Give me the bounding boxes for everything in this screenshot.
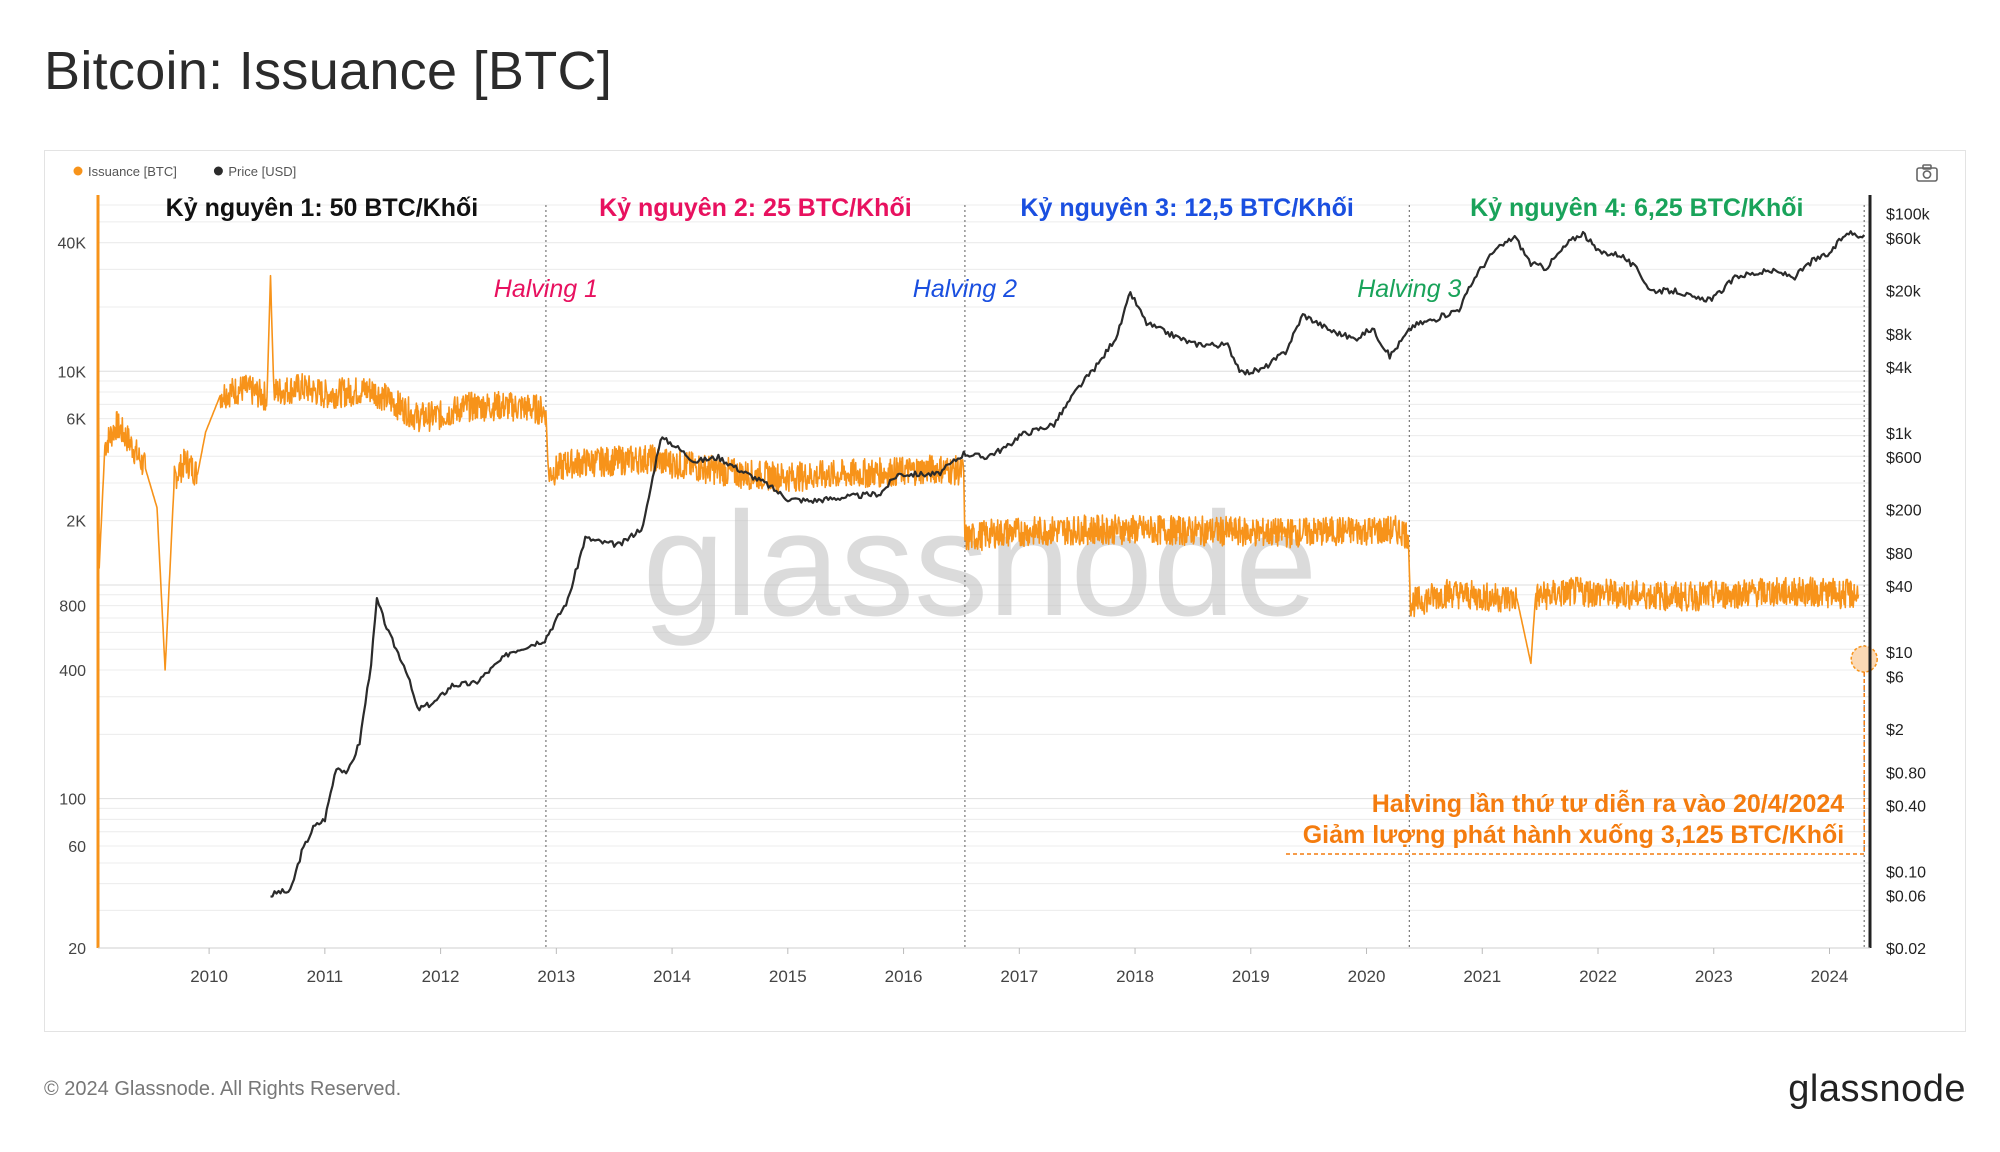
x-tick-label: 2024	[1811, 967, 1849, 986]
annotation-line-2: Giảm lượng phát hành xuống 3,125 BTC/Khố…	[1303, 821, 1844, 849]
price-series-line	[270, 230, 1866, 898]
y-right-tick-label: $0.06	[1886, 889, 1926, 906]
page-title: Bitcoin: Issuance [BTC]	[44, 41, 613, 101]
x-tick-label: 2021	[1463, 967, 1501, 986]
x-tick-label: 2012	[422, 967, 460, 986]
halving-labels: Halving 1 Halving 2 Halving 3	[494, 275, 1462, 303]
y-right-tick-label: $2	[1886, 722, 1904, 739]
series-layer	[97, 204, 1878, 898]
y-left-tick-label: 400	[59, 663, 86, 680]
x-tick-label: 2010	[190, 967, 228, 986]
y-right-tick-label: $8k	[1886, 327, 1913, 344]
era-labels: Kỷ nguyên 1: 50 BTC/Khối Kỷ nguyên 2: 25 …	[166, 194, 1804, 222]
y-right-tick-label: $0.10	[1886, 864, 1926, 881]
y-right-tick-label: $40	[1886, 579, 1913, 596]
y-right-tick-label: $4k	[1886, 360, 1913, 377]
y-right-tick-label: $6	[1886, 669, 1904, 686]
era-label: Kỷ nguyên 4: 6,25 BTC/Khối	[1470, 194, 1803, 222]
halving-4-annotation: Halving lần thứ tư diễn ra vào 20/4/2024…	[1286, 672, 1865, 855]
y-right-tick-label: $100k	[1886, 207, 1931, 224]
legend-marker	[213, 166, 223, 176]
y-left-tick-label: 800	[59, 599, 86, 616]
legend-marker	[73, 166, 83, 176]
annotation-line-1: Halving lần thứ tư diễn ra vào 20/4/2024	[1372, 788, 1845, 818]
x-tick-label: 2011	[307, 967, 344, 986]
x-tick-label: 2022	[1579, 967, 1617, 986]
x-tick-label: 2015	[769, 967, 807, 986]
y-left-tick-label: 2K	[66, 514, 86, 531]
y-right-tick-label: $1k	[1886, 426, 1913, 443]
y-left-tick-label: 6K	[66, 412, 86, 429]
x-tick-label: 2013	[537, 967, 575, 986]
era-label: Kỷ nguyên 3: 12,5 BTC/Khối	[1020, 194, 1353, 222]
legend-label: Issuance [BTC]	[88, 164, 177, 179]
era-label: Kỷ nguyên 1: 50 BTC/Khối	[166, 194, 479, 222]
x-tick-label: 2014	[653, 967, 691, 986]
halving-label: Halving 2	[913, 275, 1017, 303]
x-tick-label: 2020	[1348, 967, 1386, 986]
x-tick-label: 2017	[1000, 967, 1038, 986]
halving-4-marker	[1850, 645, 1878, 673]
camera-icon[interactable]	[1916, 164, 1938, 187]
y-right-tick-label: $0.80	[1886, 765, 1926, 782]
y-left-tick-label: 100	[59, 792, 86, 809]
y-right-tick-label: $0.40	[1886, 798, 1926, 815]
y-left-tick-label: 10K	[58, 364, 87, 381]
y-right-tick-label: $80	[1886, 546, 1913, 563]
y-left-tick-label: 20	[68, 941, 86, 958]
y-right-tick-label: $600	[1886, 450, 1922, 467]
axes: 2010 2011 2012 2013 2014 2015 2016 2017 2018 2019…	[58, 195, 1931, 986]
x-tick-label: 2018	[1116, 967, 1154, 986]
footer-copyright: © 2024 Glassnode. All Rights Reserved.	[44, 1078, 402, 1100]
x-tick-label: 2016	[885, 967, 923, 986]
x-tick-label: 2023	[1695, 967, 1733, 986]
chart-frame	[44, 150, 1966, 1032]
x-tick-label: 2019	[1232, 967, 1270, 986]
y-right-tick-label: $200	[1886, 503, 1922, 520]
era-label: Kỷ nguyên 2: 25 BTC/Khối	[599, 194, 912, 222]
legend: Issuance [BTC] Price [USD]	[73, 164, 296, 179]
y-left-tick-label: 60	[68, 839, 86, 856]
issuance-series-line	[97, 204, 1860, 671]
y-right-tick-label: $0.02	[1886, 941, 1926, 958]
y-right-tick-label: $20k	[1886, 283, 1922, 300]
y-left-tick-label: 40K	[58, 236, 87, 253]
legend-label: Price [USD]	[228, 164, 296, 179]
halving-label: Halving 1	[494, 275, 598, 303]
halving-label: Halving 3	[1357, 275, 1461, 303]
y-right-tick-label: $10	[1886, 645, 1913, 662]
footer-logo: glassnode	[1788, 1068, 1966, 1110]
y-right-tick-label: $60k	[1886, 231, 1922, 248]
watermark: glassnode	[643, 482, 1318, 647]
